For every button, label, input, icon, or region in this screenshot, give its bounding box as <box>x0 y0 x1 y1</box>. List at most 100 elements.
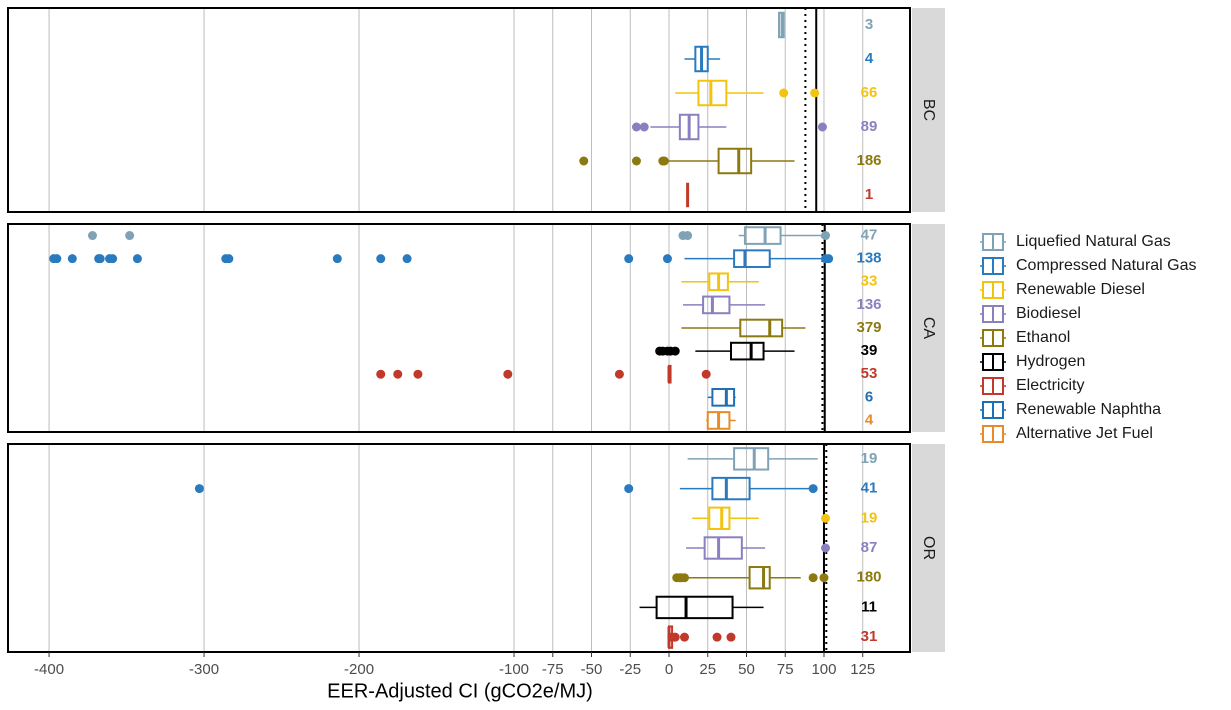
outlier <box>624 254 634 264</box>
outlier <box>680 573 689 583</box>
count-label: 186 <box>856 152 881 169</box>
strip-label: CA <box>920 317 937 340</box>
box <box>697 79 728 107</box>
outlier <box>680 632 689 642</box>
x-tick-label: 125 <box>850 661 875 678</box>
strip-label: OR <box>920 536 937 560</box>
x-tick-label: -200 <box>344 661 374 678</box>
outlier <box>95 254 105 264</box>
outlier <box>125 231 135 241</box>
x-tick-label: -300 <box>189 661 219 678</box>
outlier <box>413 369 423 379</box>
outlier <box>624 484 634 494</box>
outlier <box>639 122 649 132</box>
outlier <box>108 254 118 264</box>
strip <box>912 444 945 652</box>
legend-label: Renewable Naphtha <box>1016 401 1161 418</box>
legend-label: Alternative Jet Fuel <box>1016 425 1153 442</box>
outlier <box>503 369 513 379</box>
count-label: 19 <box>861 509 878 526</box>
box <box>729 341 765 361</box>
strip <box>912 224 945 432</box>
box <box>702 295 731 315</box>
count-label: 33 <box>861 273 878 290</box>
count-label: 66 <box>861 84 878 101</box>
outlier <box>808 573 818 583</box>
outlier <box>662 254 672 264</box>
box <box>733 447 770 471</box>
count-label: 4 <box>865 50 874 67</box>
outlier <box>87 231 97 241</box>
box <box>739 318 784 338</box>
x-tick-label: 75 <box>777 661 794 678</box>
count-label: 11 <box>861 598 877 615</box>
x-tick-label: -100 <box>499 661 529 678</box>
box <box>708 506 731 530</box>
outlier <box>631 156 641 166</box>
legend-label: Liquefied Natural Gas <box>1016 233 1171 250</box>
legend-label: Compressed Natural Gas <box>1016 257 1197 274</box>
outlier <box>824 254 834 264</box>
strip <box>912 8 945 212</box>
count-label: 39 <box>861 342 878 359</box>
box <box>711 476 751 501</box>
box <box>711 388 736 407</box>
legend-label: Renewable Diesel <box>1016 281 1145 298</box>
legend-label: Electricity <box>1016 377 1084 394</box>
count-label: 379 <box>856 319 881 336</box>
count-label: 19 <box>861 450 878 467</box>
outlier <box>52 254 62 264</box>
outlier <box>726 632 736 642</box>
count-label: 89 <box>861 118 878 135</box>
outlier <box>332 254 342 264</box>
outlier <box>614 369 624 379</box>
outlier <box>670 632 680 642</box>
legend-label: Ethanol <box>1016 329 1070 346</box>
outlier <box>821 231 831 241</box>
outlier <box>376 369 386 379</box>
outlier <box>779 88 789 98</box>
x-tick-label: 25 <box>699 661 716 678</box>
count-label: 31 <box>861 628 878 645</box>
outlier <box>194 484 204 494</box>
count-label: 3 <box>865 16 873 33</box>
box <box>743 226 782 245</box>
outlier <box>132 254 142 264</box>
count-label: 6 <box>865 388 873 405</box>
outlier <box>224 254 234 264</box>
outlier <box>579 156 589 166</box>
box <box>717 147 753 175</box>
outlier <box>810 88 820 98</box>
outlier <box>808 484 818 494</box>
x-tick-label: -75 <box>542 661 564 678</box>
count-label: 47 <box>861 227 878 244</box>
count-label: 4 <box>865 411 874 428</box>
x-tick-label: 100 <box>811 661 836 678</box>
x-tick-label: 0 <box>665 661 673 678</box>
x-tick-label: -25 <box>619 661 641 678</box>
count-label: 41 <box>861 480 878 497</box>
count-label: 1 <box>865 186 873 203</box>
panel-border <box>7 7 911 213</box>
outlier <box>659 156 669 166</box>
count-label: 136 <box>856 296 881 313</box>
outlier <box>376 254 386 264</box>
x-tick-label: -50 <box>581 661 603 678</box>
x-tick-label: 50 <box>738 661 755 678</box>
count-label: 87 <box>861 539 878 556</box>
panel-border <box>7 443 911 653</box>
box <box>733 249 771 268</box>
count-label: 138 <box>856 250 881 267</box>
count-label: 180 <box>856 569 881 586</box>
x-tick-label: -400 <box>34 661 64 678</box>
outlier <box>393 369 403 379</box>
outlier <box>683 231 693 241</box>
outlier <box>712 632 722 642</box>
outlier <box>817 122 827 132</box>
legend-label: Hydrogen <box>1016 353 1085 370</box>
outlier <box>402 254 412 264</box>
box <box>748 566 771 590</box>
outlier <box>67 254 77 264</box>
outlier <box>819 573 829 583</box>
